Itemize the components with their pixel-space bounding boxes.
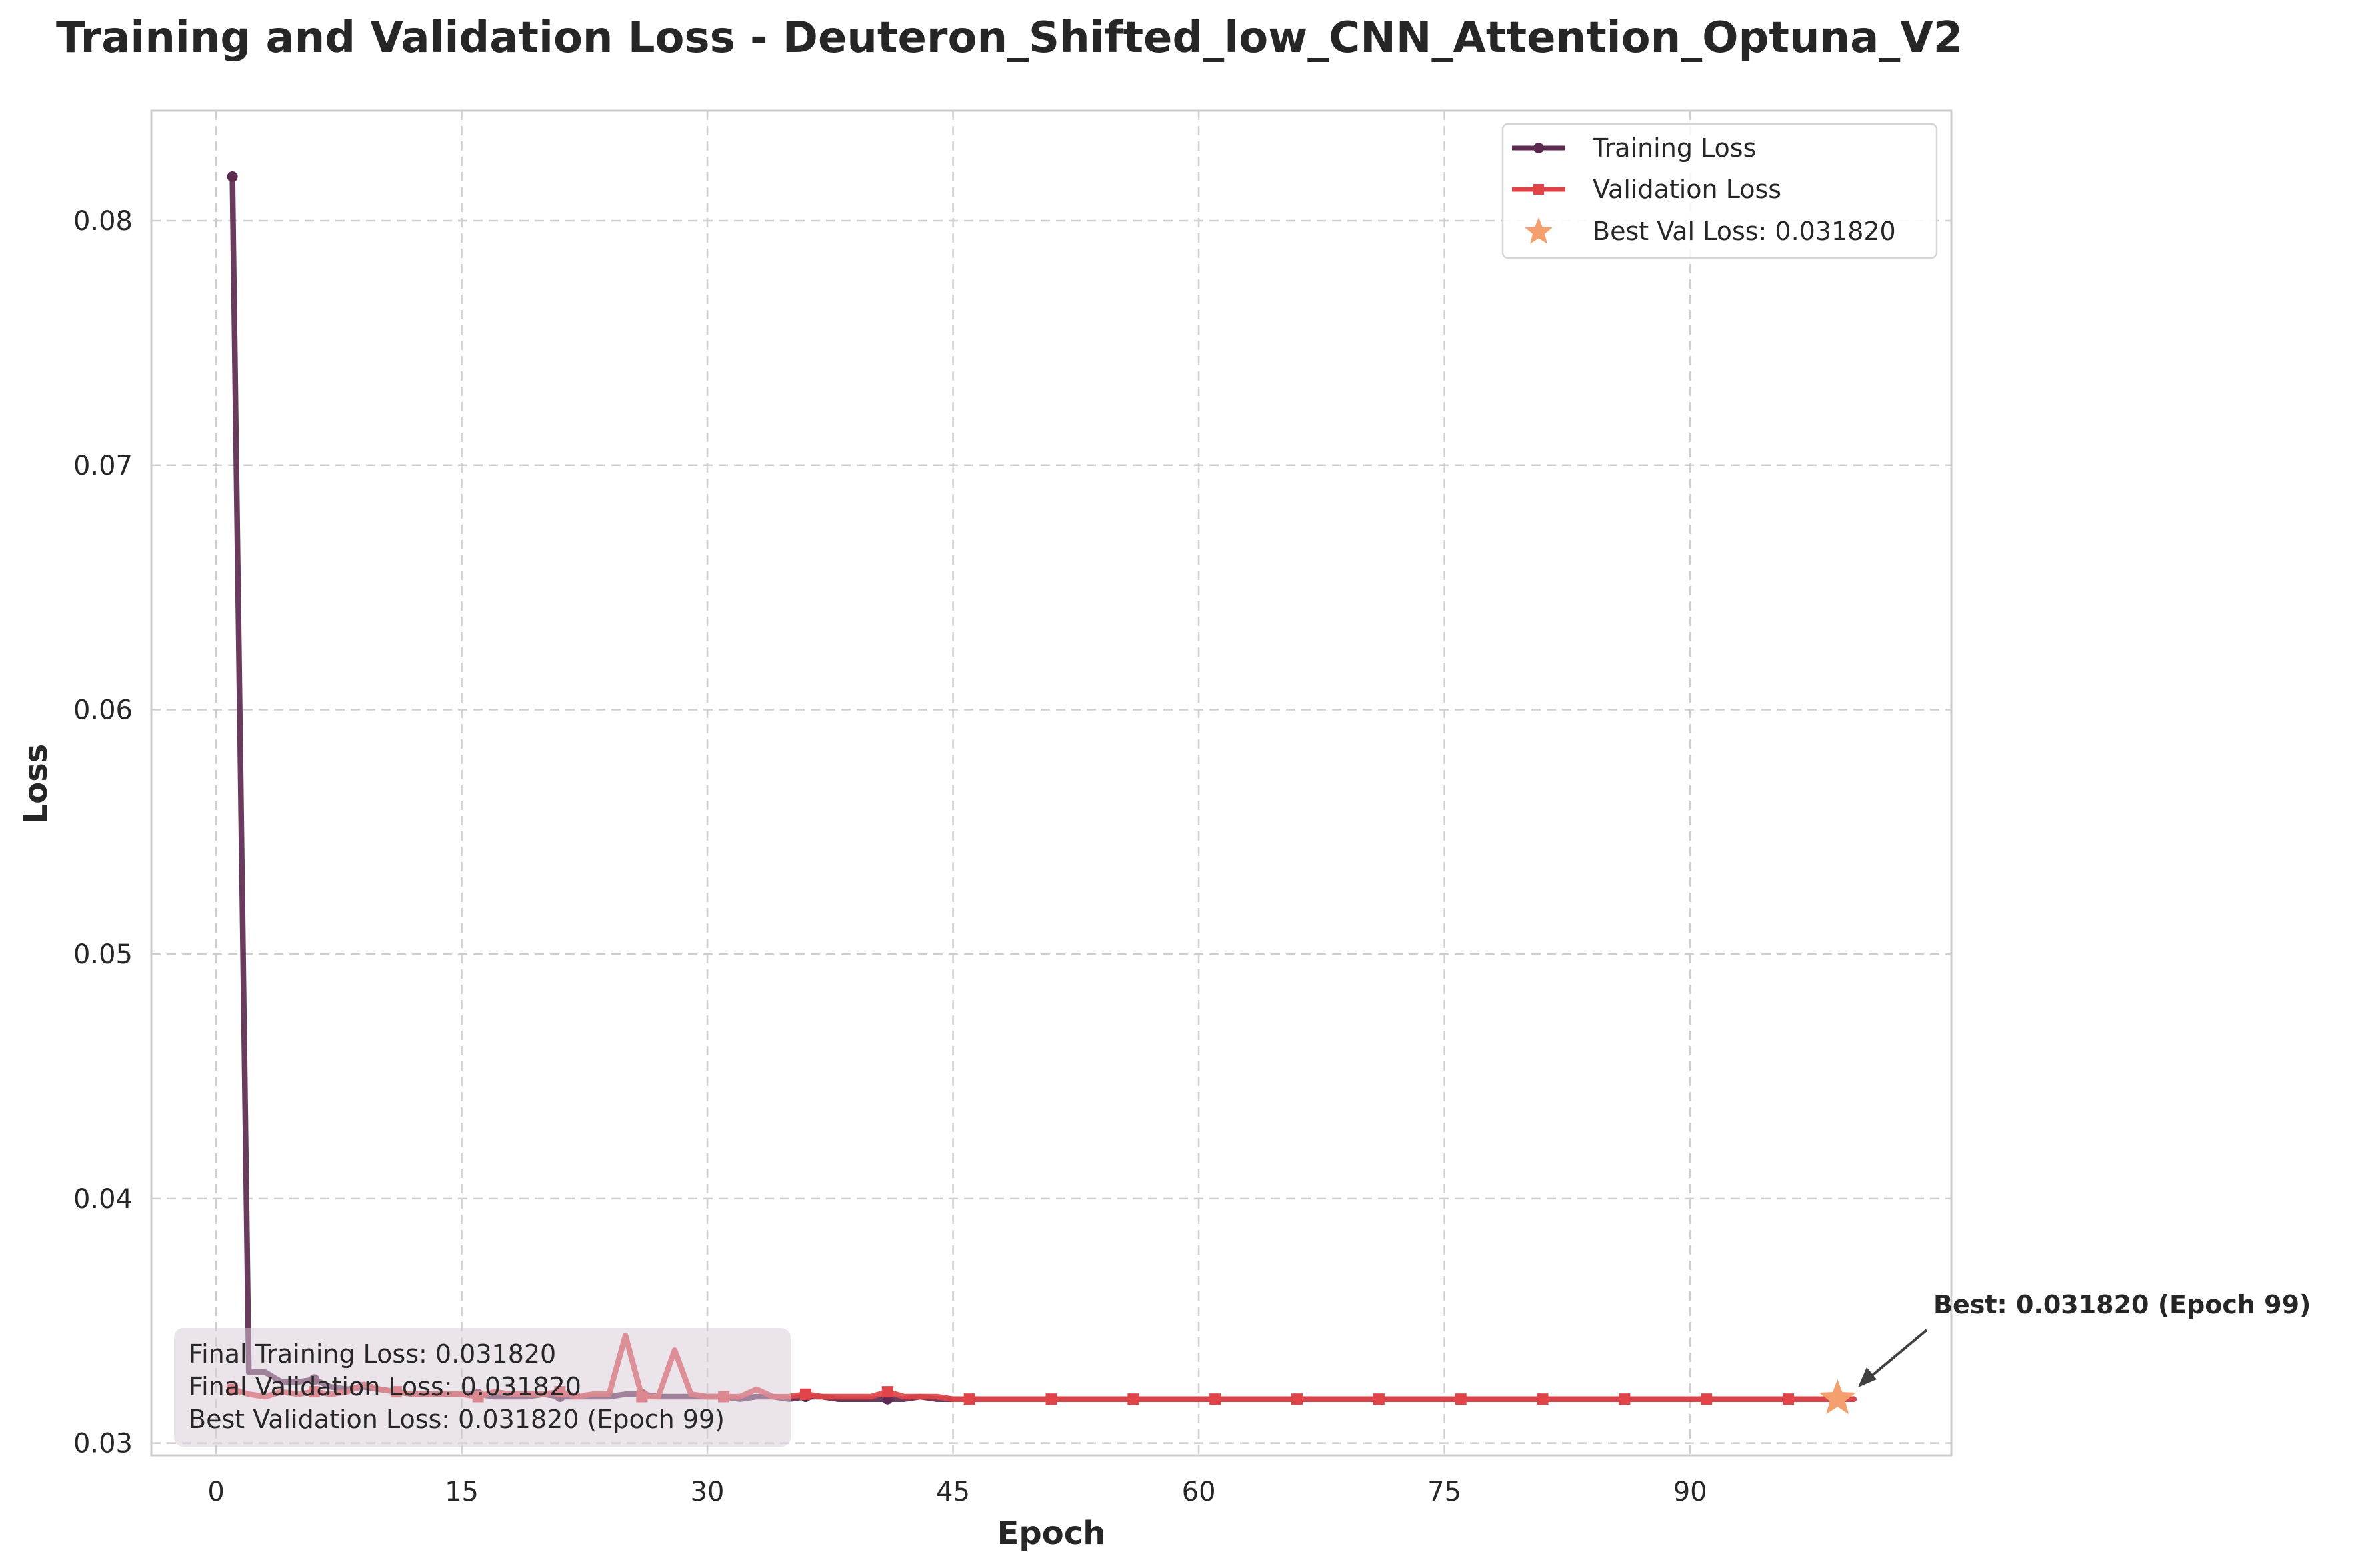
validation-loss-point bbox=[1209, 1393, 1221, 1405]
legend-item-validation: Validation Loss bbox=[1512, 175, 1781, 204]
x-tick-label: 60 bbox=[1182, 1477, 1216, 1507]
x-tick-label: 45 bbox=[936, 1477, 970, 1507]
stats-best-validation: Best Validation Loss: 0.031820 (Epoch 99… bbox=[189, 1405, 725, 1434]
validation-loss-point bbox=[1373, 1393, 1385, 1405]
training-loss-point bbox=[227, 171, 238, 183]
annotation-arrow-line bbox=[1865, 1329, 1928, 1381]
x-tick-labels: 0 15 30 45 60 75 90 bbox=[207, 1477, 1707, 1507]
stats-box-background bbox=[174, 1328, 791, 1447]
y-tick-label: 0.08 bbox=[73, 206, 133, 237]
y-tick-label: 0.06 bbox=[73, 695, 133, 725]
legend-validation-marker bbox=[1533, 184, 1544, 195]
validation-loss-point bbox=[1455, 1393, 1467, 1405]
legend-training-marker bbox=[1533, 143, 1544, 153]
legend-box bbox=[1501, 123, 1938, 259]
validation-loss-point bbox=[881, 1386, 893, 1398]
legend-item-best: Best Val Loss: 0.031820 bbox=[1525, 217, 1896, 246]
validation-loss-point bbox=[1783, 1393, 1795, 1405]
y-tick-label: 0.03 bbox=[73, 1429, 133, 1459]
plot-frame bbox=[150, 109, 1953, 1457]
legend-best-label: Best Val Loss: 0.031820 bbox=[1593, 217, 1896, 246]
annotation-text: Best: 0.031820 (Epoch 99) bbox=[1933, 1290, 2311, 1319]
y-tick-label: 0.04 bbox=[73, 1184, 133, 1215]
x-tick-label: 75 bbox=[1427, 1477, 1461, 1507]
validation-loss-point bbox=[1701, 1393, 1713, 1405]
stats-final-validation: Final Validation Loss: 0.031820 bbox=[189, 1372, 581, 1401]
chart-title: Training and Validation Loss - Deuteron_… bbox=[56, 13, 1963, 63]
validation-loss-point bbox=[799, 1388, 811, 1400]
legend-best-star-icon bbox=[1525, 217, 1553, 244]
legend-validation-label: Validation Loss bbox=[1593, 175, 1781, 204]
y-tick-labels: 0.03 0.04 0.05 0.06 0.07 0.08 bbox=[73, 206, 133, 1459]
legend-training-label: Training Loss bbox=[1592, 133, 1756, 163]
y-tick-label: 0.07 bbox=[73, 451, 133, 481]
validation-loss-point bbox=[1537, 1393, 1549, 1405]
stats-final-training: Final Training Loss: 0.031820 bbox=[189, 1339, 556, 1369]
legend: Training Loss Validation Loss Best Val L… bbox=[1501, 123, 1938, 259]
validation-loss-point bbox=[963, 1393, 975, 1405]
x-tick-label: 15 bbox=[445, 1477, 479, 1507]
stats-box: Final Training Loss: 0.031820 Final Vali… bbox=[174, 1328, 791, 1447]
y-axis-label: Loss bbox=[17, 744, 55, 825]
validation-loss-point bbox=[1291, 1393, 1303, 1405]
validation-loss-point bbox=[1127, 1393, 1139, 1405]
x-tick-label: 90 bbox=[1673, 1477, 1707, 1507]
validation-loss-point bbox=[1619, 1393, 1631, 1405]
x-tick-label: 30 bbox=[691, 1477, 725, 1507]
legend-item-training: Training Loss bbox=[1512, 133, 1756, 163]
x-tick-label: 0 bbox=[207, 1477, 224, 1507]
validation-loss-point bbox=[1045, 1393, 1057, 1405]
y-tick-label: 0.05 bbox=[73, 939, 133, 970]
x-axis-label: Epoch bbox=[997, 1515, 1106, 1552]
best-val-loss-star-icon bbox=[1819, 1379, 1856, 1415]
best-annotation: Best: 0.031820 (Epoch 99) bbox=[1858, 1290, 2311, 1387]
annotation-arrow-head bbox=[1858, 1367, 1877, 1387]
